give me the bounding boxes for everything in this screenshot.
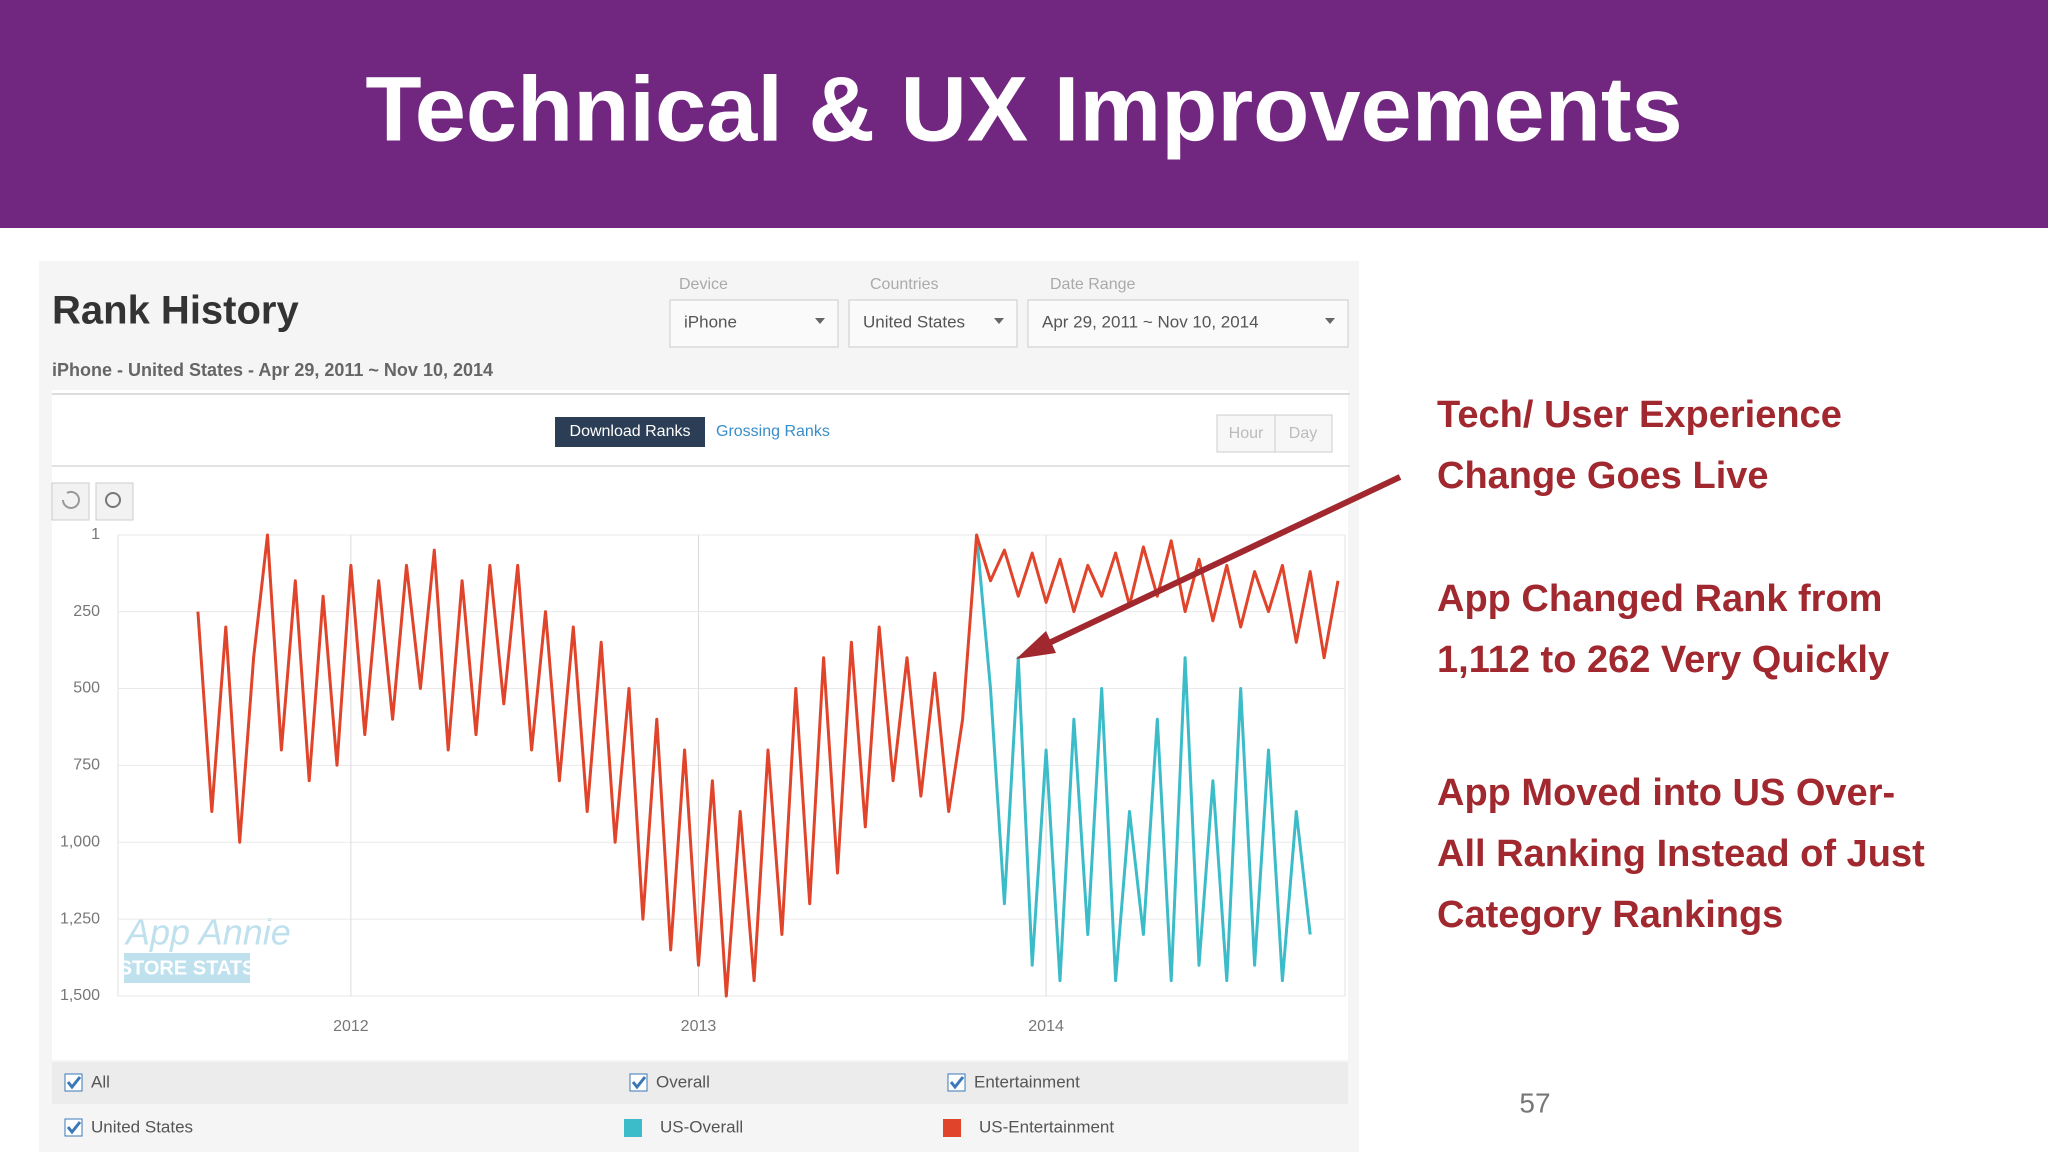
legend-label: US-Entertainment (979, 1117, 1114, 1136)
dropdown[interactable] (848, 299, 1018, 348)
annotation-line: Category Rankings (1437, 894, 1783, 936)
x-tick-label: 2012 (333, 1018, 369, 1035)
y-tick-label: 750 (73, 757, 100, 774)
tab-active[interactable] (555, 417, 705, 447)
annotation-line: All Ranking Instead of Just (1437, 833, 1925, 875)
filter-label: Device (679, 276, 728, 293)
arrow-head (1016, 631, 1056, 659)
checkbox-label: Entertainment (974, 1072, 1080, 1091)
zoom-button[interactable] (95, 482, 134, 521)
y-tick-label: 500 (73, 680, 100, 697)
checkbox-label: United States (91, 1117, 193, 1136)
annotation-line: App Moved into US Over- (1437, 772, 1895, 814)
x-tick-label: 2013 (681, 1018, 717, 1035)
dropdown-value: United States (863, 312, 965, 331)
checkbox-label: All (91, 1072, 110, 1091)
y-tick-label: 250 (73, 603, 100, 620)
slide-title: Technical & UX Improvements (365, 58, 1682, 160)
annotations: Tech/ User Experience Change Goes Live App… (1437, 394, 1925, 936)
annotation-line: App Changed Rank from (1437, 578, 1882, 620)
button[interactable] (1274, 414, 1333, 453)
watermark: STORE STATS (119, 957, 256, 979)
y-tick-label: 1,250 (60, 910, 100, 927)
reset-button[interactable] (51, 482, 90, 521)
dropdown-value: iPhone (684, 312, 737, 331)
x-tick-label: 2014 (1028, 1018, 1064, 1035)
button-label: Hour (1229, 425, 1264, 442)
dropdown[interactable] (669, 299, 839, 348)
watermark-box (124, 953, 250, 983)
series-line (196, 533, 1340, 998)
arrow-shaft (1030, 474, 1402, 654)
checkmark (66, 1076, 965, 1135)
legend-label: US-Overall (660, 1117, 743, 1136)
tab-label[interactable]: Grossing Ranks (716, 423, 830, 440)
annotation-line: Tech/ User Experience (1437, 394, 1842, 436)
panel-title: Rank History (52, 289, 299, 333)
plot: 1 250 500 750 1,000 1,250 1,500 2012 2013 2014 (60, 526, 1346, 1035)
filter-label: Countries (870, 276, 938, 293)
annotation-line: Change Goes Live (1437, 455, 1769, 497)
annotation-line: 1,112 to 262 Very Quickly (1437, 639, 1889, 681)
legend-swatch (624, 1119, 642, 1137)
checkbox-label: Overall (656, 1072, 710, 1091)
header-band (0, 0, 2048, 228)
legend-swatch (943, 1119, 961, 1137)
zoom-icon (105, 492, 121, 508)
panel-subtitle: iPhone - United States - Apr 29, 2011 ~ … (52, 360, 493, 380)
reset-icon (62, 490, 80, 509)
page-number: 57 (1519, 1087, 1550, 1118)
dropdown-value: Apr 29, 2011 ~ Nov 10, 2014 (1042, 312, 1259, 331)
y-tick-label: 1,000 (60, 833, 100, 850)
tab-label: Download Ranks (570, 423, 691, 440)
button-label: Day (1289, 425, 1317, 442)
legend-band (52, 1062, 1348, 1104)
dropdown[interactable] (1027, 299, 1349, 348)
y-tick-label: 1 (91, 526, 100, 543)
watermark: App Annie (124, 912, 291, 953)
filter-label: Date Range (1050, 276, 1135, 293)
y-tick-label: 1,500 (60, 987, 100, 1004)
